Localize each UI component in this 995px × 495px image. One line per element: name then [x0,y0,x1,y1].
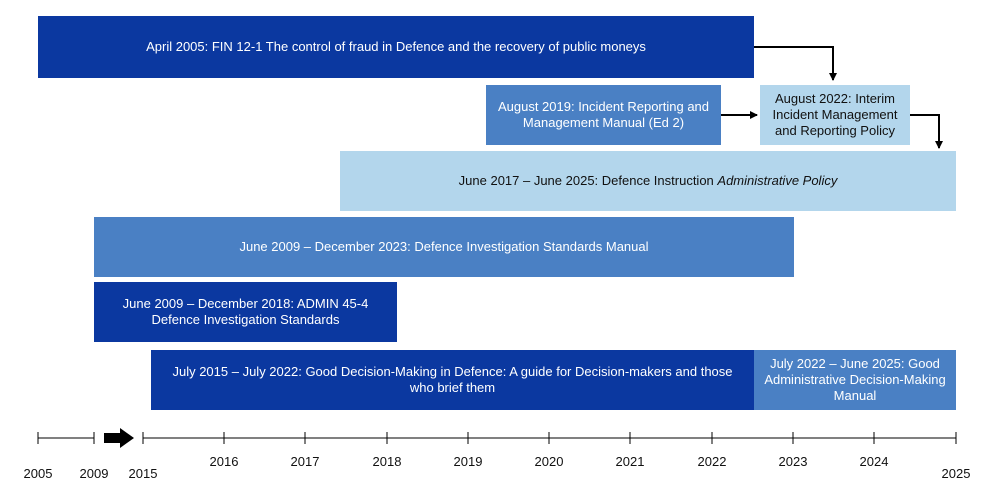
connector-arrow-fin-to-interim [754,46,837,81]
bar-investigation-standards-manual: June 2009 – December 2023: Defence Inves… [94,217,794,277]
year-label-2025: 2025 [941,466,971,481]
bar-good-admin-decision-making-label: July 2022 – June 2025: Good Administrati… [764,356,946,403]
bar-admin-45-4: June 2009 – December 2018: ADMIN 45-4 De… [94,282,397,342]
axis-ticks [37,432,957,444]
bar-defence-instruction: June 2017 – June 2025: Defence Instructi… [340,151,956,211]
bar-defence-instruction-prefix: June 2017 – June 2025: Defence Instructi… [458,173,718,188]
year-label-2009: 2009 [79,466,109,481]
connector-arrow-interim-to-di [910,114,943,149]
year-label-2021: 2021 [615,454,645,469]
bar-fin-12-1: April 2005: FIN 12-1 The control of frau… [38,16,754,78]
bar-defence-instruction-italic: Administrative Policy [717,173,838,188]
year-label-2018: 2018 [372,454,402,469]
bar-interim-policy-2022: August 2022: Interim Incident Management… [760,85,910,145]
year-label-2005: 2005 [23,466,53,481]
year-label-2022: 2022 [697,454,727,469]
year-label-2016: 2016 [209,454,239,469]
bar-defence-instruction-label: June 2017 – June 2025: Defence Instructi… [459,173,838,189]
year-label-2024: 2024 [859,454,889,469]
bar-admin-45-4-label: June 2009 – December 2018: ADMIN 45-4 De… [122,296,369,327]
bar-incident-manual-2019-label: August 2019: Incident Reporting and Mana… [497,99,710,130]
bar-good-decision-making-label: July 2015 – July 2022: Good Decision-Mak… [172,364,733,395]
year-label-2015: 2015 [128,466,158,481]
bar-good-decision-making: July 2015 – July 2022: Good Decision-Mak… [151,350,754,410]
bar-good-admin-decision-making: July 2022 – June 2025: Good Administrati… [754,350,956,410]
time-skip-arrow-icon [104,428,134,448]
bar-fin-12-1-label: April 2005: FIN 12-1 The control of frau… [146,39,646,54]
year-label-2023: 2023 [778,454,808,469]
bar-investigation-standards-manual-label: June 2009 – December 2023: Defence Inves… [239,239,649,254]
year-label-2019: 2019 [453,454,483,469]
bar-interim-policy-2022-label: August 2022: Interim Incident Management… [772,91,898,138]
year-label-2020: 2020 [534,454,564,469]
year-label-2017: 2017 [290,454,320,469]
bar-incident-manual-2019: August 2019: Incident Reporting and Mana… [486,85,721,145]
